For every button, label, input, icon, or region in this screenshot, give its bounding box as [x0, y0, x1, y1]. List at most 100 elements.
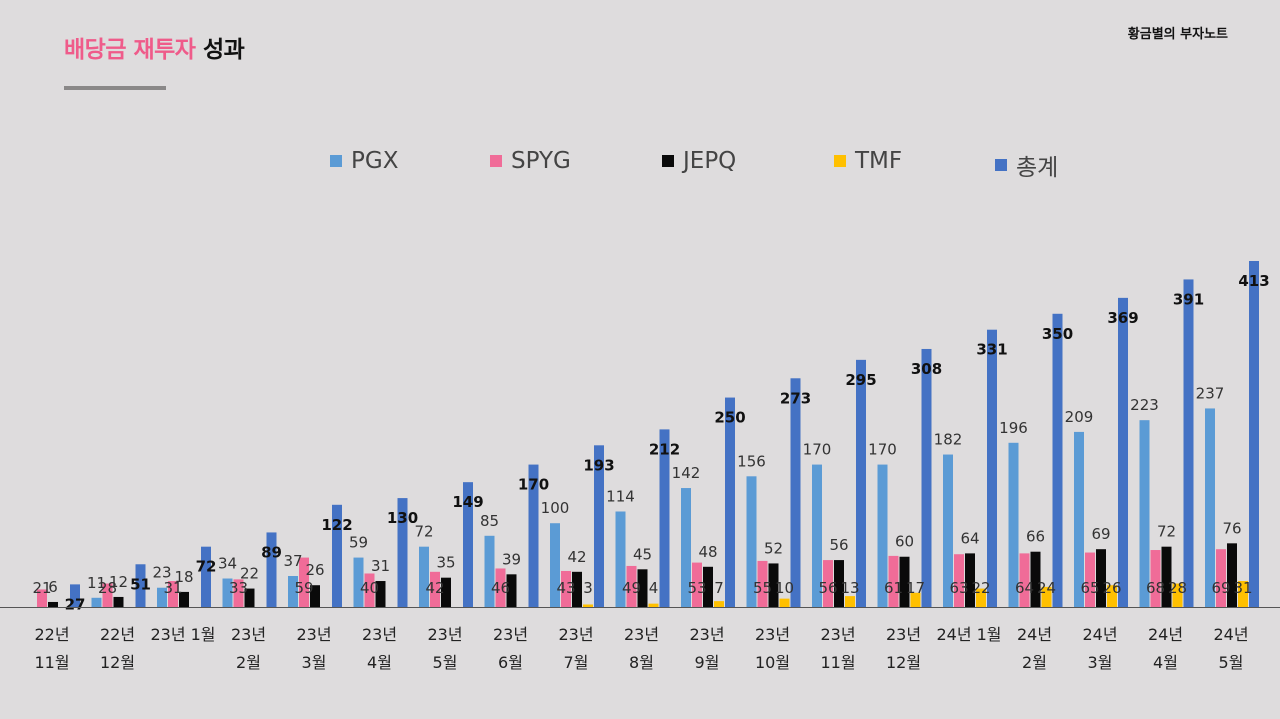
bar-spyg	[757, 560, 768, 607]
bar-tmf	[779, 598, 790, 607]
legend-label-jepq: JEPQ	[683, 148, 737, 174]
legend-item-spyg: SPYG	[490, 148, 571, 174]
bar-pgx	[484, 535, 495, 607]
bar-jepq	[310, 585, 320, 607]
bar-pgx	[943, 454, 953, 607]
bar-spyg	[364, 573, 375, 607]
bar-jepq	[834, 560, 844, 607]
data-label-pgx: 170	[803, 441, 832, 459]
bar-jepq	[1030, 551, 1041, 607]
x-tick-label: 5월	[1219, 653, 1244, 672]
bar-tmf	[648, 603, 659, 607]
data-label-jepq: 35	[436, 554, 455, 572]
x-tick-label: 23년	[689, 625, 724, 644]
data-label-total: 413	[1238, 272, 1269, 290]
x-tick-label: 23년	[493, 625, 528, 644]
bar-pgx	[157, 587, 167, 607]
data-label-pgx: 182	[934, 431, 963, 449]
data-label-total: 369	[1107, 309, 1138, 327]
bar-spyg	[888, 555, 899, 607]
data-label-total: 89	[261, 543, 282, 561]
data-label-spyg: 59	[294, 579, 313, 597]
bar-pgx	[419, 546, 429, 607]
x-tick-label: 11월	[34, 653, 69, 672]
data-label-jepq: 66	[1026, 528, 1045, 546]
data-label-tmf: 31	[1233, 579, 1252, 597]
data-label-pgx: 142	[672, 464, 701, 482]
x-tick-label: 24년	[1213, 625, 1248, 644]
data-label-pgx: 170	[868, 441, 897, 459]
bar-pgx	[288, 576, 298, 607]
title-underline	[64, 86, 166, 90]
bar-total	[70, 584, 80, 607]
bar-spyg	[430, 571, 440, 607]
data-label-jepq: 48	[698, 543, 717, 561]
data-label-spyg: 42	[425, 579, 444, 597]
data-label-tmf: 17	[906, 579, 925, 597]
data-label-pgx: 23	[152, 564, 171, 582]
bar-spyg	[692, 562, 702, 607]
data-label-spyg: 55	[753, 579, 772, 597]
chart-legend: PGX SPYG JEPQ TMF 총계	[0, 148, 1280, 181]
legend-swatch-tmf	[834, 155, 846, 167]
bar-pgx	[91, 597, 102, 607]
x-tick-label: 8월	[629, 653, 654, 672]
bar-tmf	[714, 601, 724, 607]
legend-label-total: 총계	[1016, 155, 1059, 181]
bar-total	[397, 498, 408, 607]
bar-total	[201, 546, 211, 607]
bar-tmf	[1172, 583, 1183, 607]
data-label-total: 122	[321, 516, 352, 534]
legend-label-tmf: TMF	[855, 148, 903, 174]
data-label-pgx: 114	[606, 487, 635, 505]
data-label-spyg: 56	[818, 579, 837, 597]
bar-pgx	[222, 578, 233, 607]
legend-swatch-pgx	[330, 155, 342, 167]
bar-spyg	[1019, 553, 1030, 607]
x-tick-label: 6월	[498, 653, 523, 672]
x-tick-label: 23년	[886, 625, 921, 644]
bar-pgx	[615, 511, 626, 607]
bar-jepq	[375, 581, 386, 607]
data-label-jepq: 39	[502, 550, 521, 568]
bar-pgx	[812, 464, 822, 607]
bar-spyg	[823, 560, 833, 607]
x-tick-label: 23년	[820, 625, 855, 644]
bar-jepq	[1227, 543, 1237, 607]
data-label-total: 170	[518, 476, 549, 494]
title-rest: 성과	[202, 37, 245, 63]
title-accent: 배당금 재투자	[64, 37, 196, 63]
data-label-total: 308	[911, 360, 942, 378]
bar-pgx	[746, 476, 757, 607]
x-tick-label: 24년 1월	[936, 625, 1001, 644]
bar-pgx	[550, 523, 560, 607]
data-label-total: 273	[780, 389, 811, 407]
data-label-total: 295	[845, 371, 876, 389]
bar-pgx	[1008, 442, 1019, 607]
bar-total	[1052, 313, 1063, 607]
bar-jepq	[703, 566, 713, 607]
x-tick-label: 22년	[100, 625, 135, 644]
bar-tmf	[910, 592, 921, 607]
data-label-spyg: 43	[556, 579, 575, 597]
data-label-tmf: 13	[840, 579, 859, 597]
data-label-spyg: 49	[622, 579, 641, 597]
x-tick-label: 11월	[820, 653, 855, 672]
data-label-total: 331	[976, 341, 1007, 359]
x-tick-label: 23년	[231, 625, 266, 644]
bar-spyg	[561, 570, 571, 607]
data-label-jepq: 22	[240, 565, 259, 583]
data-label-tmf: 3	[583, 579, 593, 597]
data-label-total: 51	[130, 575, 151, 593]
x-tick-label: 12월	[100, 653, 135, 672]
bar-pgx	[1205, 408, 1215, 607]
data-label-pgx: 59	[349, 534, 368, 552]
data-label-spyg: 46	[491, 579, 510, 597]
bar-jepq	[179, 591, 189, 607]
x-tick-label: 24년	[1017, 625, 1052, 644]
data-label-spyg: 63	[949, 579, 968, 597]
data-label-pgx: 37	[283, 552, 302, 570]
data-label-jepq: 26	[305, 561, 324, 579]
data-label-spyg: 65	[1080, 579, 1099, 597]
